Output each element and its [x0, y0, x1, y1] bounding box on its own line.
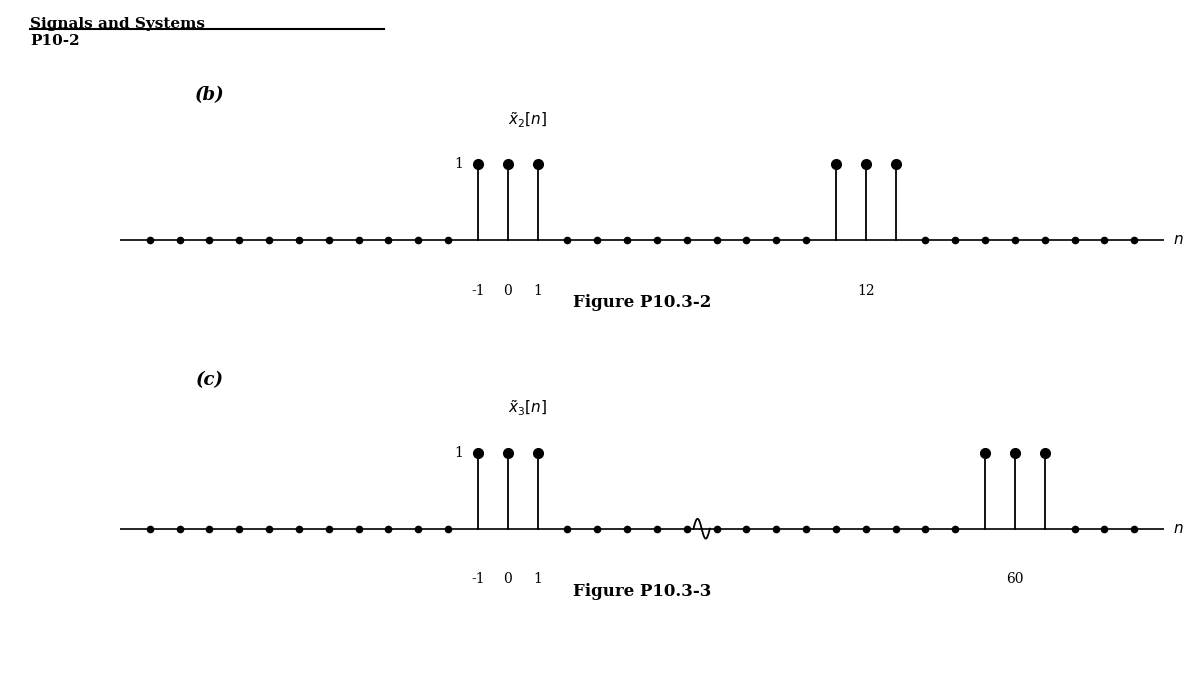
Text: $\tilde{x}_2[n]$: $\tilde{x}_2[n]$	[508, 111, 547, 130]
Text: (b): (b)	[196, 86, 224, 104]
Text: Figure P10.3-2: Figure P10.3-2	[572, 294, 712, 311]
Text: P10-2: P10-2	[30, 34, 79, 48]
Text: 1: 1	[454, 157, 463, 171]
Text: $n$: $n$	[1172, 233, 1183, 247]
Text: $n$: $n$	[1172, 521, 1183, 536]
Text: $\tilde{x}_3[n]$: $\tilde{x}_3[n]$	[508, 399, 547, 418]
Text: (c): (c)	[196, 371, 224, 389]
Text: Signals and Systems: Signals and Systems	[30, 17, 205, 31]
Text: Figure P10.3-3: Figure P10.3-3	[572, 583, 712, 600]
Text: 1: 1	[454, 446, 463, 460]
